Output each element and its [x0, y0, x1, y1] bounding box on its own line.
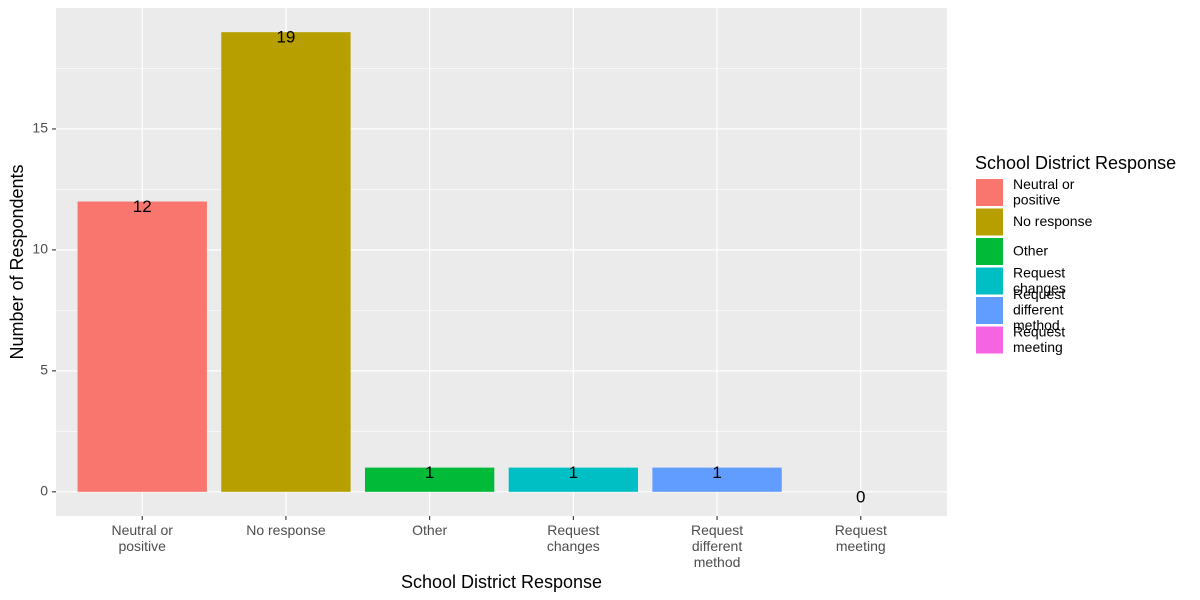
legend-key: [976, 179, 1003, 206]
y-tick-label: 5: [40, 362, 48, 378]
bars: [77, 32, 782, 492]
data-label: 1: [569, 463, 578, 482]
legend-key: [976, 267, 1003, 295]
x-axis: Neutral or positive No response Other Reques…: [111, 516, 887, 570]
legend-key: [976, 238, 1003, 265]
x-tick-label: Other: [412, 522, 447, 538]
legend-label: Request changes: [1013, 264, 1066, 296]
bar: [221, 32, 351, 492]
data-label: 0: [856, 487, 865, 506]
bar: [652, 467, 782, 492]
legend-label: Neutral or positive: [1013, 175, 1075, 207]
legend-key: [976, 297, 1003, 324]
x-tick-label: No response: [246, 522, 326, 538]
data-label: 19: [276, 28, 295, 47]
bar: [77, 201, 207, 492]
x-tick-label: Request changes: [547, 522, 600, 554]
x-tick-label: Neutral or positive: [111, 522, 173, 554]
legend-label: Request different method: [1013, 286, 1065, 333]
legend-label: No response: [1013, 213, 1093, 229]
bar: [364, 467, 495, 492]
data-labels: 12 19 1 1 1 0: [133, 28, 866, 507]
legend: School District Response Neutral or posit…: [975, 153, 1176, 354]
y-tick-label: 10: [32, 241, 48, 257]
y-axis: 0 5 10 15: [32, 120, 56, 499]
legend-key: [976, 326, 1003, 354]
x-tick-label: Request different method: [691, 522, 743, 570]
legend-title: School District Response: [975, 153, 1176, 173]
data-label: 12: [133, 197, 152, 216]
x-axis-title: School District Response: [401, 572, 602, 592]
legend-label: Other: [1013, 242, 1048, 258]
y-tick-label: 0: [40, 483, 48, 499]
bar: [508, 467, 639, 492]
legend-key: [976, 208, 1003, 236]
y-tick-label: 15: [32, 120, 48, 136]
data-label: 1: [425, 463, 434, 482]
x-tick-label: Request meeting: [835, 522, 887, 554]
y-axis-title: Number of Respondents: [7, 164, 27, 359]
data-label: 1: [712, 463, 721, 482]
legend-label: Request meeting: [1013, 323, 1065, 355]
